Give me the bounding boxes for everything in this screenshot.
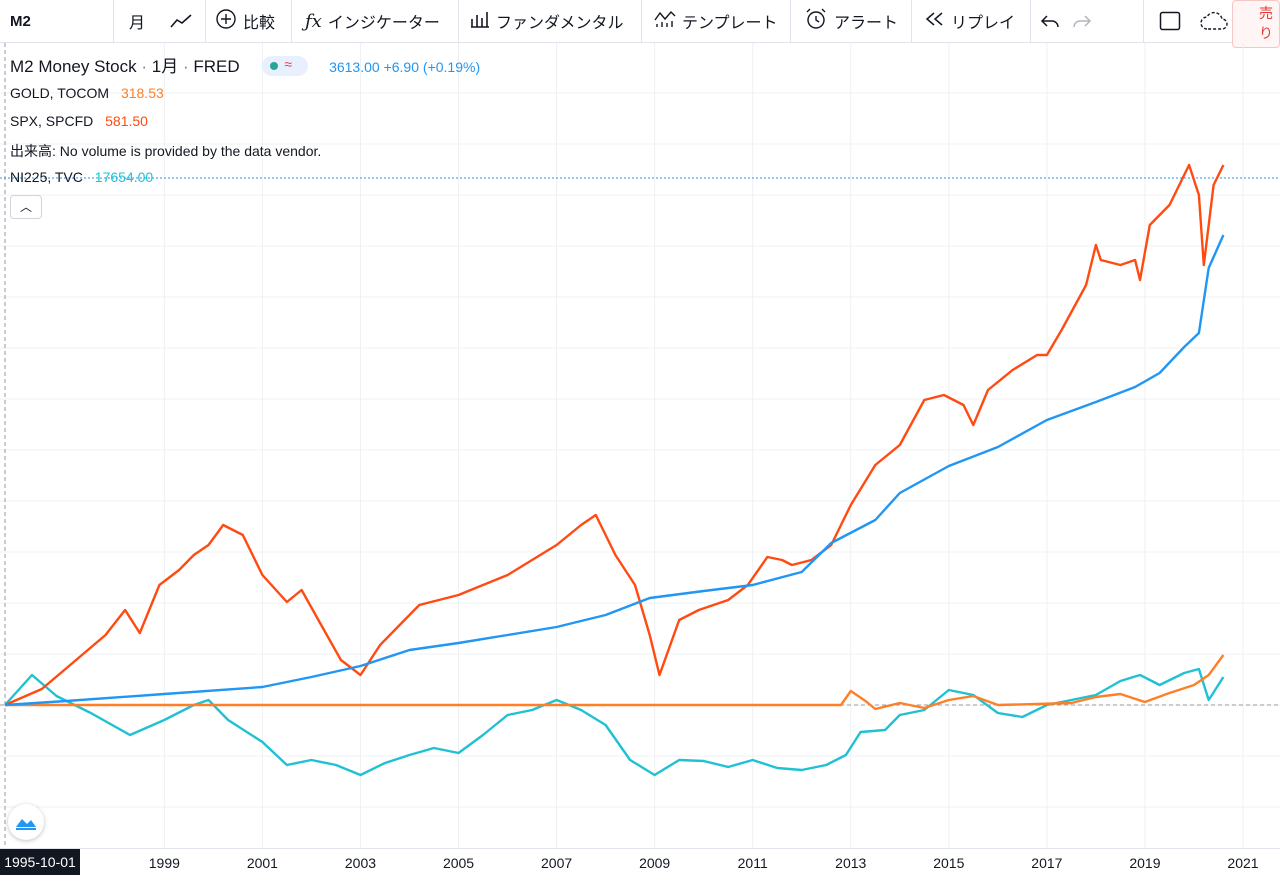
cloud-icon [1200, 11, 1228, 30]
legend-collapse-button[interactable]: ︿ [10, 195, 42, 219]
approx-icon: ≈ [284, 55, 293, 72]
gold-series-name: GOLD, TOCOM [10, 85, 110, 101]
time-axis-tick-label: 2009 [639, 855, 671, 871]
spx-legend[interactable]: SPX, SPCFD 581.50 [10, 113, 148, 129]
function-icon: ƒx [305, 10, 322, 32]
volume-note: 出来高: No volume is provided by the data v… [10, 143, 322, 159]
replay-label: リプレイ [951, 15, 1016, 32]
redo-icon [1073, 15, 1092, 28]
gold-legend[interactable]: GOLD, TOCOM 318.53 [10, 85, 164, 101]
time-axis-tick-label: 2005 [442, 855, 475, 871]
compare-button[interactable]: 比較 [215, 0, 275, 42]
toolbar-divider [911, 0, 912, 42]
time-axis-tick-label: 2011 [737, 855, 768, 871]
volume-legend[interactable]: 出来高: No volume is provided by the data v… [10, 141, 321, 161]
crosshair-date-label: 1995-10-01 [0, 849, 80, 875]
redo-button[interactable] [1072, 0, 1092, 42]
symbol-search-button[interactable]: M2 [10, 0, 31, 42]
main-series-legend[interactable]: M2 Money Stock · 1月 · FRED ≈ 3613.00 +6.… [10, 55, 481, 76]
time-axis-tick-label: 2017 [1031, 855, 1063, 871]
alarm-clock-icon [804, 7, 828, 36]
plus-circle-icon [215, 8, 237, 35]
fullscreen-button[interactable] [1159, 0, 1181, 42]
time-axis[interactable]: 1995-10-01 1999 2001 2003 2005 2007 2009 2011 2… [0, 848, 1280, 892]
indicators-button[interactable]: ƒx インジケーター [305, 0, 440, 42]
toolbar-divider [790, 0, 791, 42]
bar-chart-icon [470, 10, 490, 33]
time-axis-tick-label: 2015 [933, 855, 965, 871]
alert-button[interactable]: アラート [804, 0, 898, 42]
time-axis-tick-label: 2021 [1227, 855, 1259, 871]
compare-label: 比較 [243, 15, 276, 32]
sell-button[interactable]: 売り 18 [1232, 0, 1280, 48]
fundamentals-button[interactable]: ファンダメンタル [470, 0, 624, 42]
sell-price: 18 [1259, 45, 1275, 47]
time-axis-tick-label: 2001 [246, 855, 278, 871]
main-series-change-pct: (+0.19%) [422, 59, 481, 75]
series-line-1 [4, 163, 1225, 707]
toolbar-divider [641, 0, 642, 42]
gold-series-value: 318.53 [120, 85, 164, 101]
time-axis-tick-label: 2003 [344, 855, 377, 871]
fundamentals-label: ファンダメンタル [496, 15, 624, 32]
toolbar-divider [205, 0, 206, 42]
main-series-change: +6.90 [383, 59, 420, 75]
toolbar-divider [291, 0, 292, 42]
interval-label: 月 [129, 15, 146, 32]
templates-label: テンプレート [682, 15, 778, 32]
market-status-badge[interactable]: ≈ [262, 55, 309, 76]
replay-button[interactable]: リプレイ [925, 0, 1015, 42]
spx-series-value: 581.50 [105, 113, 148, 129]
indicators-label: インジケーター [327, 15, 440, 32]
series-line-3 [4, 667, 1225, 777]
square-icon [1159, 11, 1181, 31]
main-series-source: FRED [193, 57, 240, 76]
sell-label: 売り [1259, 5, 1273, 41]
tradingview-logo-icon [16, 819, 36, 830]
undo-icon [1040, 15, 1059, 28]
time-axis-tick-label: 2007 [541, 855, 573, 871]
nikkei-series-value: 17654.00 [94, 169, 154, 185]
toolbar-divider [458, 0, 459, 42]
main-series-price: 3613.00 [329, 59, 380, 75]
interval-button[interactable]: 月 [129, 0, 145, 42]
time-axis-tick-label: 1999 [148, 855, 180, 871]
toolbar-divider [1143, 0, 1144, 42]
time-axis-tick-label: 2013 [835, 855, 867, 871]
toolbar-divider [1030, 0, 1031, 42]
series-line-0 [4, 234, 1225, 707]
cloud-save-button[interactable] [1199, 0, 1229, 42]
chart-pane[interactable]: M2 Money Stock · 1月 · FRED ≈ 3613.00 +6.… [0, 43, 1280, 848]
chevron-up-icon: ︿ [19, 200, 32, 214]
time-axis-tick-label: 2019 [1129, 855, 1161, 871]
templates-button[interactable]: テンプレート [654, 0, 778, 42]
alert-label: アラート [834, 15, 899, 32]
nikkei-series-name: NI225, TVC [10, 169, 83, 185]
main-series-interval: 1月 [151, 57, 179, 76]
price-chart[interactable] [0, 43, 1280, 848]
toolbar-divider [113, 0, 114, 42]
chart-style-button[interactable] [170, 0, 192, 42]
status-dot-icon [270, 61, 279, 70]
line-chart-icon [170, 14, 192, 28]
top-toolbar: M2 月 比較 ƒx インジケーター ファンダメンタル テンプレート アラート リ… [0, 0, 1280, 48]
main-series-title: M2 Money Stock [10, 57, 137, 76]
template-icon [654, 10, 676, 33]
undo-button[interactable] [1040, 0, 1060, 42]
nikkei-legend[interactable]: NI225, TVC 17654.00 [10, 169, 153, 185]
symbol-label: M2 [10, 12, 31, 30]
rewind-icon [925, 11, 945, 32]
spx-series-name: SPX, SPCFD [10, 113, 94, 129]
series-line-2 [5, 654, 1225, 711]
tradingview-logo-button[interactable] [8, 804, 44, 840]
